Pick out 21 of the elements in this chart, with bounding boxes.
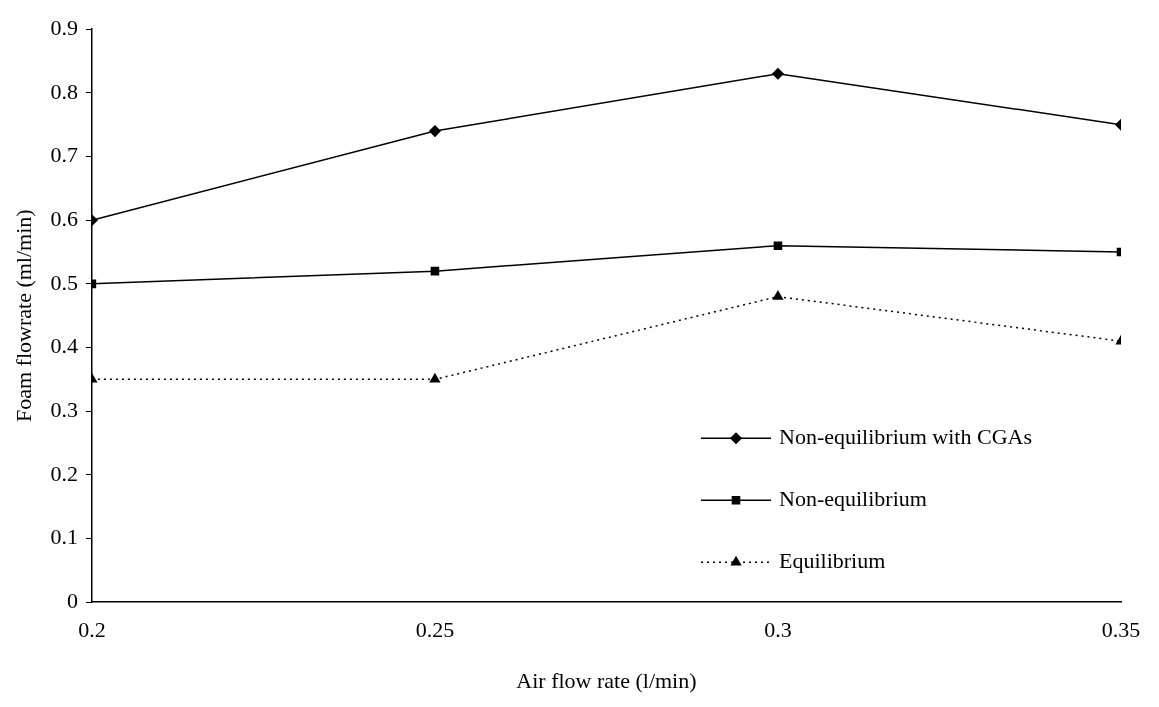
- y-tick-label: 0.5: [50, 269, 78, 295]
- y-tick-label: 0.4: [50, 333, 78, 359]
- legend-label: Equilibrium: [779, 547, 886, 573]
- point: [430, 266, 440, 276]
- y-tick-label: 0.9: [50, 14, 78, 40]
- x-tick-label: 0.3: [764, 617, 792, 643]
- legend-label: Non-equilibrium: [779, 485, 927, 511]
- legend-label: Non-equilibrium with CGAs: [779, 423, 1032, 449]
- point: [773, 241, 783, 250]
- y-tick-label: 0.1: [50, 524, 78, 550]
- y-tick-label: 0.2: [50, 460, 78, 486]
- y-tick-label: 0: [66, 587, 78, 613]
- y-tick-label: 0.3: [50, 396, 78, 422]
- y-tick-label: 0.7: [50, 142, 78, 168]
- y-axis-title: Foam flowrate (ml/min): [10, 209, 36, 423]
- x-tick-label: 0.2: [78, 617, 106, 643]
- x-tick-label: 0.25: [415, 617, 455, 643]
- x-axis-title: Air flow rate (l/min): [516, 667, 697, 693]
- x-tick-label: 0.35: [1101, 617, 1141, 643]
- y-tick-label: 0.8: [50, 78, 78, 104]
- y-tick-label: 0.6: [50, 205, 78, 231]
